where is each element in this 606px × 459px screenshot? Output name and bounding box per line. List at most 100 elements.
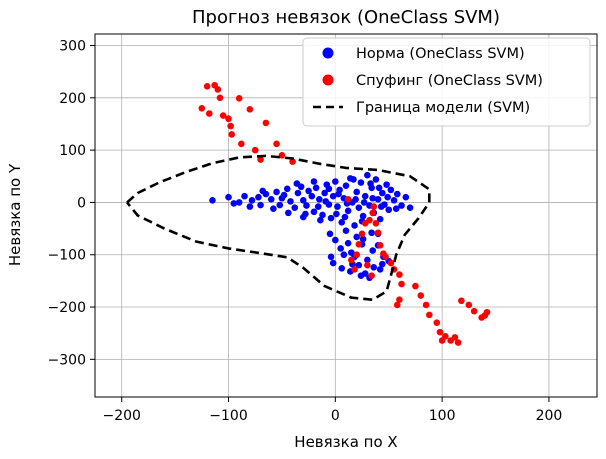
x-tick-label: 0: [331, 408, 340, 424]
spoof-point: [433, 319, 441, 327]
legend-label: Граница модели (SVM): [356, 100, 530, 116]
x-tick-label: −200: [102, 408, 140, 424]
normal-point: [370, 263, 378, 271]
spoof-point: [289, 158, 296, 165]
spoof-point: [369, 209, 377, 217]
normal-point: [230, 200, 238, 207]
normal-point: [340, 251, 348, 259]
normal-point: [294, 189, 302, 197]
normal-point: [368, 229, 375, 237]
spoof-point: [211, 81, 218, 89]
normal-point: [325, 185, 333, 193]
spoof-point: [246, 106, 254, 113]
legend-marker: [322, 47, 334, 59]
normal-point: [342, 182, 350, 189]
normal-point: [357, 179, 365, 186]
spoof-point: [374, 229, 382, 237]
spoof-point: [344, 195, 352, 203]
spoof-point: [372, 220, 380, 227]
x-tick-label: 100: [429, 408, 456, 424]
normal-point: [329, 192, 337, 200]
chart-title: Прогноз невязок (OneClass SVM): [192, 7, 500, 28]
normal-point: [384, 193, 391, 201]
y-tick-label: −200: [48, 300, 86, 316]
normal-point: [255, 193, 262, 201]
normal-point: [241, 192, 248, 200]
normal-point: [350, 176, 357, 183]
normal-point: [246, 203, 254, 210]
spoof-point: [451, 334, 459, 341]
normal-point: [352, 195, 359, 203]
normal-point: [392, 205, 400, 213]
normal-point: [291, 204, 299, 211]
normal-point: [321, 189, 328, 197]
legend-marker: [322, 74, 334, 86]
spoof-point: [205, 110, 213, 117]
spoof-point: [465, 301, 473, 309]
spoof-point: [225, 115, 232, 123]
plot-frame: [94, 33, 598, 398]
spoof-point: [458, 297, 465, 305]
normal-point: [390, 197, 398, 204]
normal-point: [319, 211, 326, 219]
normal-point: [376, 266, 384, 273]
spoof-point: [364, 261, 371, 269]
series-1-points: [198, 81, 491, 346]
normal-point: [332, 178, 339, 185]
spoof-point: [396, 271, 403, 278]
normal-point: [225, 193, 232, 201]
normal-point: [327, 253, 335, 261]
normal-point: [338, 265, 346, 272]
normal-point: [402, 193, 410, 201]
spoof-point: [368, 272, 375, 279]
spoof-point: [358, 230, 366, 238]
y-tick-label: −100: [48, 248, 86, 264]
normal-point: [361, 192, 369, 200]
normal-point: [299, 197, 307, 204]
normal-point: [357, 272, 365, 279]
legend-item: Норма (OneClass SVM): [322, 46, 525, 62]
spoof-point: [257, 156, 264, 163]
spoof-point: [353, 251, 360, 259]
normal-point: [270, 205, 277, 213]
spoof-point: [355, 240, 363, 248]
spoof-point: [412, 282, 419, 290]
normal-point: [337, 245, 344, 252]
spoof-point: [396, 296, 403, 304]
normal-point: [332, 236, 339, 244]
spoof-point: [251, 146, 259, 154]
normal-point: [353, 188, 360, 196]
normal-point: [333, 210, 340, 218]
x-tick-label: 200: [536, 408, 563, 424]
normal-point: [334, 203, 341, 210]
y-axis-label: Невязка по Y: [6, 163, 24, 266]
normal-point: [359, 235, 367, 243]
normal-point: [235, 199, 243, 206]
normal-point: [299, 213, 307, 221]
normal-point: [257, 201, 264, 209]
normal-point: [310, 208, 318, 216]
spoof-point: [370, 203, 378, 210]
normal-point: [353, 233, 360, 241]
normal-point: [385, 206, 393, 214]
normal-point: [335, 190, 342, 198]
spoof-point: [422, 301, 430, 309]
normal-point: [344, 239, 352, 247]
normal-point: [342, 227, 350, 234]
legend-label: Норма (OneClass SVM): [356, 46, 525, 62]
spoof-point: [216, 94, 224, 102]
spoof-point: [470, 307, 478, 315]
normal-point: [359, 212, 367, 220]
spoof-point: [483, 308, 491, 316]
normal-point: [374, 195, 382, 203]
series-0-points: [209, 171, 414, 282]
spoof-point: [262, 119, 270, 127]
normal-point: [267, 195, 275, 203]
x-axis-ticks: −200 −100 0 100 200: [102, 397, 562, 424]
normal-point: [278, 194, 286, 202]
normal-point: [285, 209, 292, 217]
spoof-point: [228, 131, 236, 138]
normal-point: [308, 192, 316, 200]
normal-point: [273, 188, 280, 196]
